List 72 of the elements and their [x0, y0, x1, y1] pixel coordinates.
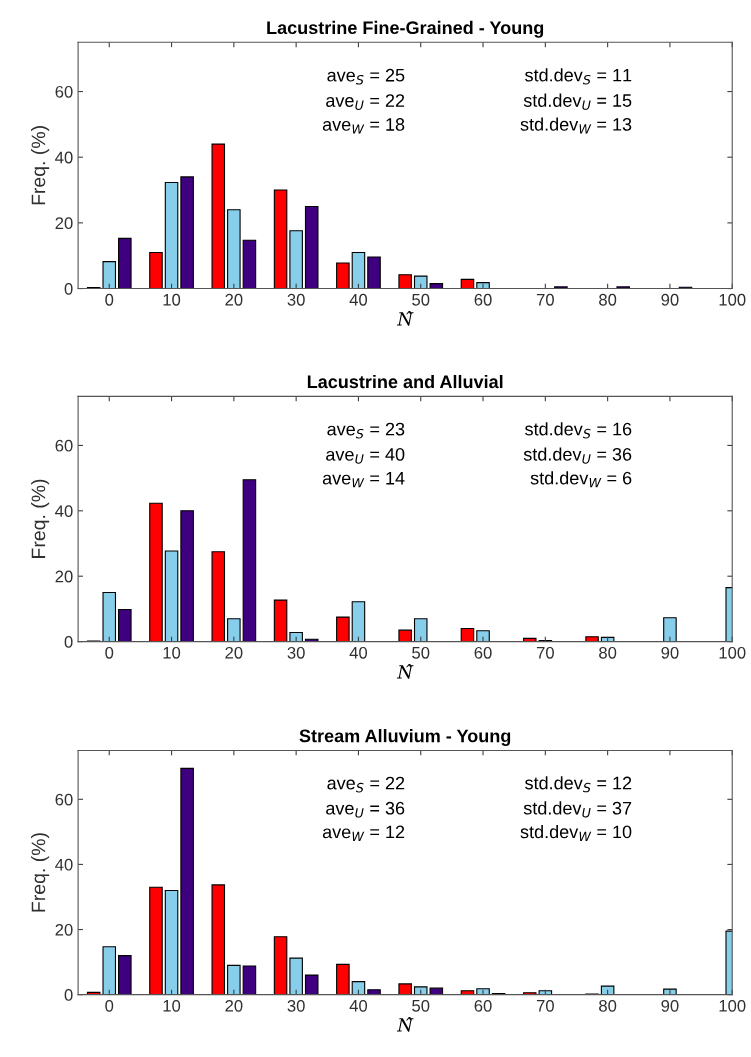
annotation: ave$_{S}$ = 23	[327, 422, 405, 439]
x-tick-label: 40	[349, 293, 368, 306]
x-tick-label: 100	[719, 646, 746, 659]
y-tick-label: 20	[55, 923, 73, 936]
annotation: ave$_{U}$ = 40	[326, 447, 405, 464]
y-tick-label: 60	[55, 439, 73, 452]
annotation: std.dev$_{S}$ = 11	[525, 68, 632, 85]
x-tick-label: 20	[225, 999, 243, 1012]
x-tick-label: 70	[536, 646, 554, 659]
x-tick-label: 60	[474, 999, 492, 1012]
annotation: std.dev$_{U}$ = 36	[523, 447, 632, 464]
x-tick-label: 90	[661, 646, 679, 659]
annotation: std.dev$_{W}$ = 13	[520, 117, 632, 134]
chart-title: Stream Alluvium - Young	[299, 729, 511, 746]
x-tick-label: 60	[474, 293, 492, 306]
x-tick-label: 40	[349, 999, 368, 1012]
y-axis-title: Freq. (%)	[31, 126, 50, 205]
x-tick-label: 0	[105, 999, 114, 1012]
x-tick-label: 10	[163, 293, 181, 306]
x-tick-label: 30	[287, 646, 305, 659]
x-axis-title: N̂	[396, 664, 414, 679]
y-tick-label: 40	[55, 151, 73, 164]
x-tick-label: 10	[163, 999, 181, 1012]
y-axis-title: Freq. (%)	[31, 833, 50, 912]
y-tick-label: 60	[55, 85, 73, 98]
x-tick-label: 90	[661, 293, 679, 306]
x-tick-label: 100	[719, 293, 746, 306]
x-tick-label: 50	[412, 646, 430, 659]
x-tick-label: 50	[412, 999, 430, 1012]
x-axis-title: N̂	[396, 311, 414, 326]
annotation: ave$_{S}$ = 22	[327, 776, 405, 793]
x-tick-label: 50	[412, 293, 430, 306]
x-tick-label: 80	[599, 293, 617, 306]
annotation: ave$_{W}$ = 14	[322, 471, 405, 488]
x-tick-label: 60	[474, 646, 492, 659]
x-tick-label: 20	[225, 293, 243, 306]
x-tick-label: 70	[536, 293, 554, 306]
y-tick-label: 40	[55, 505, 73, 518]
x-tick-label: 30	[287, 999, 305, 1012]
x-tick-label: 70	[536, 999, 554, 1012]
x-tick-label: 90	[661, 999, 679, 1012]
annotation: ave$_{U}$ = 22	[326, 94, 405, 110]
annotation: ave$_{S}$ = 25	[327, 68, 405, 85]
x-axis-title: N̂	[396, 1017, 414, 1032]
y-tick-label: 20	[55, 217, 73, 230]
y-tick-label: 40	[55, 858, 73, 871]
annotation: std.dev$_{S}$ = 16	[525, 422, 632, 439]
x-tick-label: 100	[719, 999, 746, 1012]
x-tick-label: 30	[287, 293, 305, 306]
y-axis-title: Freq. (%)	[31, 479, 50, 558]
x-tick-label: 10	[163, 646, 181, 659]
x-tick-label: 0	[105, 293, 114, 306]
y-tick-label: 0	[64, 989, 73, 1001]
x-tick-label: 80	[599, 646, 617, 659]
x-tick-label: 20	[225, 646, 243, 659]
x-tick-label: 40	[349, 646, 368, 659]
annotation: std.dev$_{U}$ = 15	[523, 93, 632, 110]
y-tick-label: 0	[64, 636, 73, 648]
annotation: ave$_{W}$ = 18	[322, 118, 405, 134]
y-tick-label: 0	[64, 282, 73, 295]
annotation: ave$_{W}$ = 12	[322, 825, 405, 842]
annotation: std.dev$_{W}$ = 10	[520, 824, 632, 842]
annotation: std.dev$_{S}$ = 12	[525, 776, 632, 793]
chart-title: Lacustrine and Alluvial	[307, 374, 503, 389]
annotation: std.dev$_{U}$ = 37	[523, 801, 632, 818]
y-tick-label: 20	[55, 570, 73, 583]
chart-title: Lacustrine Fine-Grained - Young	[267, 20, 544, 38]
x-tick-label: 0	[105, 646, 114, 659]
annotation: ave$_{U}$ = 36	[326, 801, 405, 818]
annotation: std.dev$_{W}$ = 6	[530, 471, 632, 488]
y-tick-label: 60	[55, 793, 73, 806]
x-tick-label: 80	[599, 999, 617, 1012]
